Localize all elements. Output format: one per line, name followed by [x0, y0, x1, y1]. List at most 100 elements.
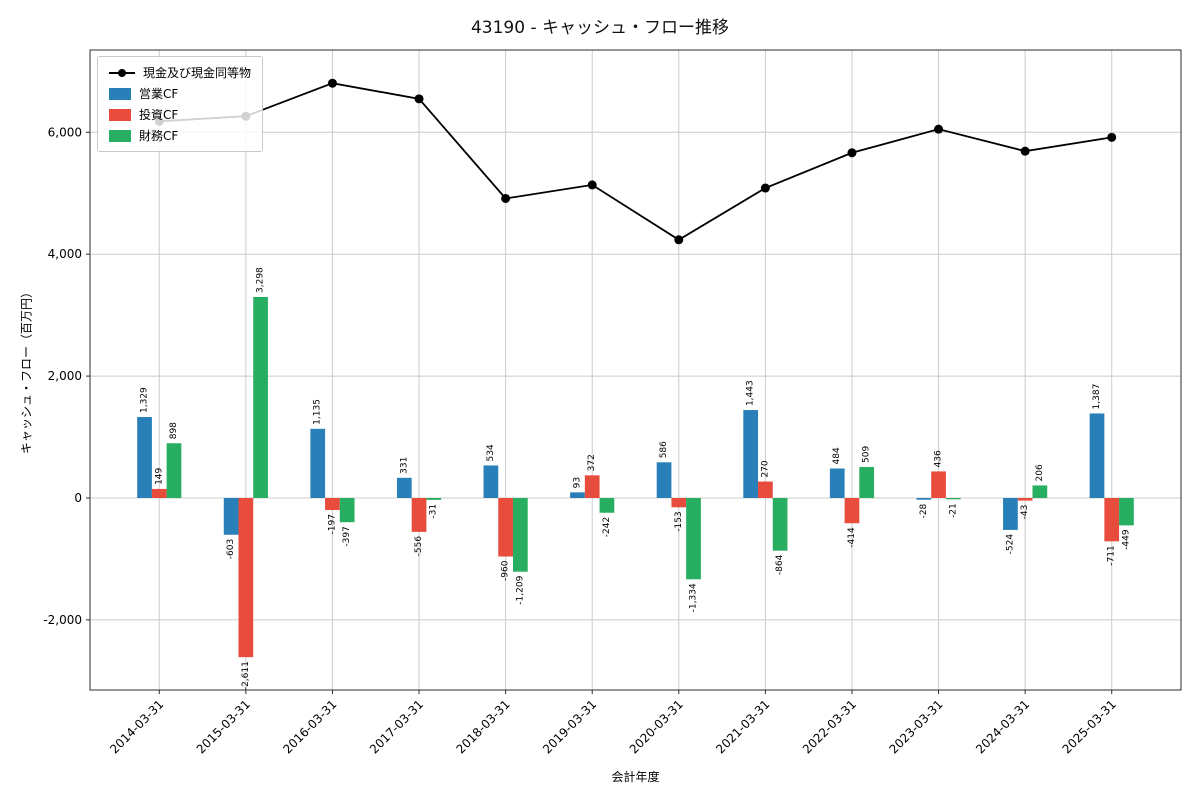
- cash-line-marker: [587, 180, 597, 190]
- bar-財務CF: [166, 443, 182, 498]
- x-tick-label: 2021-03-31: [713, 697, 772, 756]
- legend-color-swatch-icon: [109, 108, 131, 121]
- legend-label: 営業CF: [139, 87, 179, 101]
- bar-value-label: 331: [399, 457, 409, 474]
- legend-item: 財務CF: [109, 127, 251, 144]
- bar-value-label: 534: [486, 444, 496, 461]
- x-tick-label: 2025-03-31: [1060, 697, 1119, 756]
- bar-value-label: 372: [587, 454, 597, 471]
- bar-value-label: 586: [659, 441, 669, 458]
- x-axis-label: 会計年度: [611, 770, 660, 784]
- bar-財務CF: [253, 296, 268, 498]
- legend-dot-icon: [118, 68, 126, 77]
- bar-営業CF: [743, 410, 759, 498]
- bar-財務CF: [859, 466, 875, 498]
- bar-投資CF: [325, 498, 340, 511]
- legend-item: 営業CF: [109, 85, 251, 102]
- legend-label: 投資CF: [139, 108, 179, 122]
- bar-投資CF: [758, 481, 773, 498]
- legend-label: 現金及び現金同等物: [143, 66, 252, 80]
- legend-line-marker-icon: [109, 67, 135, 79]
- y-tick-label: 4,000: [48, 247, 82, 261]
- bar-value-label: 1,443: [746, 380, 756, 406]
- bar-value-label: -524: [1005, 534, 1015, 555]
- bar-営業CF: [829, 468, 845, 498]
- bar-財務CF: [599, 498, 615, 513]
- bar-財務CF: [1119, 498, 1134, 526]
- bar-value-label: -31: [429, 504, 439, 519]
- legend-item: 現金及び現金同等物: [109, 64, 251, 81]
- bar-value-label: -242: [602, 517, 612, 537]
- cash-line-marker: [327, 78, 337, 88]
- bar-投資CF: [498, 498, 513, 557]
- x-tick-label: 2020-03-31: [627, 697, 686, 756]
- chart-title: 43190 - キャッシュ・フロー推移: [470, 18, 730, 38]
- bar-value-label: -711: [1107, 545, 1117, 565]
- bar-value-label: 206: [1035, 464, 1045, 481]
- bar-value-label: -43: [1020, 505, 1030, 520]
- cash-line-marker: [760, 183, 770, 193]
- x-tick-label: 2024-03-31: [973, 697, 1032, 756]
- cash-line-marker: [501, 193, 511, 203]
- bar-value-label: -414: [847, 527, 857, 548]
- bar-投資CF: [151, 488, 167, 498]
- y-tick-label: 2,000: [48, 369, 82, 383]
- cash-line-marker: [847, 148, 857, 158]
- bar-value-label: -28: [919, 503, 929, 518]
- bar-value-label: 436: [934, 450, 944, 467]
- x-tick-label: 2016-03-31: [280, 697, 339, 756]
- bar-value-label: -960: [501, 560, 511, 581]
- bar-営業CF: [483, 465, 499, 498]
- bar-value-label: -864: [775, 554, 785, 575]
- bar-投資CF: [931, 471, 946, 498]
- bar-value-label: -449: [1121, 529, 1131, 550]
- bar-value-label: 93: [572, 477, 582, 488]
- bar-value-label: -556: [414, 536, 424, 557]
- bar-投資CF: [1104, 498, 1120, 542]
- bar-value-label: 1,135: [313, 399, 323, 425]
- y-tick-label: 0: [74, 491, 82, 505]
- bar-value-label: -603: [226, 539, 236, 559]
- bar-value-label: 3,298: [256, 267, 266, 293]
- bar-財務CF: [686, 498, 701, 580]
- cash-line-marker: [1020, 146, 1030, 156]
- cash-line-marker: [1107, 132, 1117, 142]
- bar-value-label: -2,611: [241, 661, 251, 690]
- bar-value-label: 149: [154, 467, 164, 484]
- bar-value-label: -1,209: [515, 575, 525, 604]
- y-axis-label: キャッシュ・フロー（百万円）: [19, 285, 34, 455]
- bar-value-label: -153: [674, 511, 684, 531]
- cash-line: [159, 82, 1112, 241]
- bar-営業CF: [1003, 498, 1018, 530]
- bar-営業CF: [137, 416, 152, 498]
- bar-value-label: 509: [862, 446, 872, 463]
- bar-財務CF: [512, 498, 528, 572]
- cash-line-marker: [934, 124, 944, 134]
- legend-item: 投資CF: [109, 106, 251, 123]
- bar-投資CF: [1017, 498, 1033, 501]
- bar-財務CF: [426, 498, 442, 500]
- x-tick-label: 2015-03-31: [194, 697, 253, 756]
- bar-投資CF: [671, 498, 687, 508]
- bar-value-label: -21: [948, 503, 958, 518]
- y-tick-label: 6,000: [48, 125, 82, 139]
- bar-営業CF: [310, 428, 326, 498]
- legend: 現金及び現金同等物営業CF 投資CF 財務CF: [97, 56, 264, 152]
- bar-財務CF: [1032, 485, 1048, 498]
- cash-line-marker: [674, 235, 684, 245]
- y-tick-label: -2,000: [43, 613, 82, 627]
- bar-投資CF: [411, 498, 427, 532]
- bar-営業CF: [916, 498, 932, 500]
- bar-財務CF: [772, 498, 788, 551]
- legend-color-swatch-icon: [109, 87, 131, 100]
- bar-value-label: 270: [760, 460, 770, 477]
- bar-営業CF: [570, 492, 585, 498]
- bar-value-label: 898: [169, 422, 179, 439]
- x-tick-label: 2018-03-31: [454, 697, 513, 756]
- bar-value-label: 1,387: [1092, 384, 1102, 410]
- cash-line-marker: [414, 94, 424, 104]
- x-tick-label: 2017-03-31: [367, 697, 426, 756]
- bar-value-label: 484: [832, 447, 842, 464]
